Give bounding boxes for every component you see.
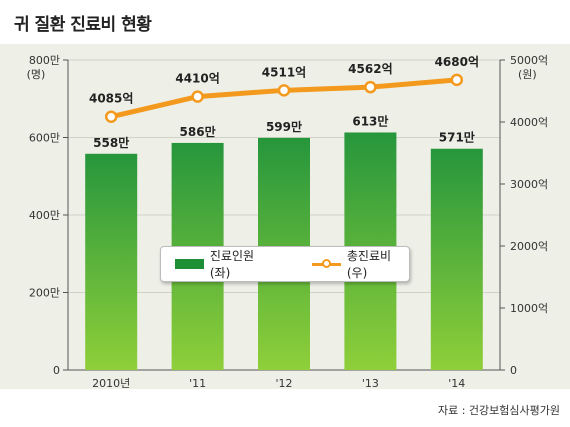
legend-line-swatch bbox=[312, 258, 341, 270]
line-point bbox=[364, 80, 377, 94]
legend-bar-swatch bbox=[175, 259, 204, 269]
x-tick-label: '14 bbox=[448, 377, 465, 390]
line-point bbox=[277, 84, 291, 97]
line-value-label: 4085억 bbox=[89, 92, 133, 106]
right-tick-label: 5000억 bbox=[510, 54, 548, 67]
line-value-label: 4511억 bbox=[262, 65, 306, 79]
line-point bbox=[191, 90, 204, 103]
line-value-label: 4680억 bbox=[435, 55, 479, 69]
x-tick-label: '11 bbox=[189, 377, 206, 390]
right-tick-label: 3000억 bbox=[510, 178, 548, 191]
left-axis-unit: (명) bbox=[27, 68, 46, 81]
bar bbox=[85, 153, 138, 370]
left-tick-label: 800만 bbox=[29, 54, 60, 67]
right-tick-label: 2000억 bbox=[510, 240, 548, 253]
right-tick-label: 4000억 bbox=[510, 116, 548, 129]
bar-value-label: 599만 bbox=[266, 119, 302, 134]
source-note: 자료 : 건강보험심사평가원 bbox=[437, 404, 560, 417]
bar-value-label: 558만 bbox=[93, 135, 129, 150]
bar-value-label: 613만 bbox=[352, 113, 388, 128]
bar-value-label: 571만 bbox=[439, 130, 475, 145]
left-tick-label: 200만 bbox=[29, 287, 60, 300]
x-tick-label: '13 bbox=[362, 377, 379, 390]
bar bbox=[430, 148, 483, 370]
chart-legend: 진료인원(좌) 총진료비(우) bbox=[160, 246, 410, 282]
legend-line-label: 총진료비(우) bbox=[346, 249, 392, 280]
chart-title: 귀 질환 진료비 현황 bbox=[14, 15, 152, 35]
left-tick-label: 0 bbox=[53, 364, 60, 377]
bar-value-label: 586만 bbox=[180, 124, 216, 139]
left-tick-label: 600만 bbox=[29, 132, 60, 145]
legend-bar-label: 진료인원(좌) bbox=[209, 249, 255, 280]
footer-background bbox=[0, 389, 570, 427]
line-point bbox=[450, 73, 464, 87]
x-tick-label: '12 bbox=[275, 377, 292, 390]
line-value-label: 4410억 bbox=[175, 72, 219, 86]
legend-item-line: 총진료비(우) bbox=[312, 247, 409, 281]
left-tick-label: 400만 bbox=[29, 209, 60, 222]
right-axis-unit: (원) bbox=[518, 68, 537, 81]
right-tick-label: 1000억 bbox=[510, 302, 548, 315]
legend-item-bars: 진료인원(좌) bbox=[175, 247, 272, 281]
x-tick-label: 2010년 bbox=[92, 377, 130, 390]
right-tick-label: 0 bbox=[510, 364, 517, 377]
line-point bbox=[104, 110, 118, 123]
line-value-label: 4562억 bbox=[348, 62, 392, 76]
